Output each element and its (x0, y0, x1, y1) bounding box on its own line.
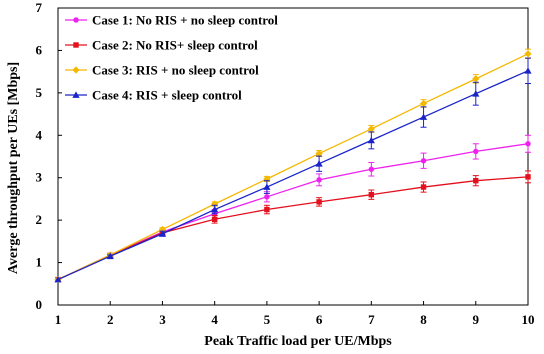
data-point (211, 216, 218, 222)
y-tick-label: 3 (36, 170, 43, 185)
data-point (473, 177, 479, 184)
data-point (263, 183, 271, 190)
data-point (473, 148, 479, 155)
data-point (419, 99, 428, 108)
data-point (73, 17, 79, 23)
series-layer (54, 48, 532, 284)
x-tick-label: 7 (368, 312, 375, 327)
y-tick-label: 5 (36, 85, 43, 100)
x-tick-label: 4 (211, 312, 218, 327)
data-point (367, 125, 375, 133)
series-line (57, 70, 529, 281)
data-point (420, 158, 427, 164)
data-point (525, 174, 531, 180)
data-point (315, 149, 323, 158)
data-point (368, 191, 375, 198)
data-point (263, 175, 271, 183)
legend-label: Case 1: No RIS + no sleep control (92, 13, 278, 28)
data-point (211, 200, 219, 208)
y-tick-label: 2 (36, 212, 43, 227)
data-point (419, 113, 428, 120)
data-point (264, 206, 270, 213)
data-point (54, 275, 62, 283)
data-point (420, 184, 427, 190)
data-point (316, 199, 322, 205)
x-tick-label: 6 (316, 312, 323, 327)
y-tick-label: 1 (36, 255, 43, 270)
data-point (368, 166, 375, 172)
data-point (472, 75, 480, 83)
data-point (525, 141, 531, 147)
series-1 (55, 134, 531, 283)
data-point (73, 42, 79, 48)
data-point (158, 230, 167, 237)
x-tick-label: 2 (107, 312, 114, 327)
x-axis-label: Peak Traffic load per UE/Mbps (204, 334, 392, 349)
legend-item-3: Case 3: RIS + no sleep control (65, 63, 259, 78)
data-point (472, 90, 480, 97)
legend-item-4: Case 4: RIS + sleep control (65, 88, 242, 103)
y-tick-label: 4 (36, 127, 43, 142)
legend-label: Case 2: No RIS+ sleep control (92, 38, 258, 53)
legend-label: Case 4: RIS + sleep control (92, 88, 242, 103)
series-4 (54, 57, 532, 283)
y-tick-label: 0 (36, 297, 43, 312)
x-tick-label: 8 (420, 312, 427, 327)
data-point (367, 136, 375, 144)
x-tick-label: 9 (473, 312, 480, 327)
series-line (57, 53, 529, 281)
plot-frame (57, 7, 529, 306)
legend: Case 1: No RIS + no sleep control Case 2:… (65, 13, 278, 103)
data-point (106, 252, 114, 260)
data-point (72, 66, 80, 74)
data-point (315, 160, 323, 167)
legend-item-2: Case 2: No RIS+ sleep control (65, 38, 258, 53)
y-tick-label: 6 (36, 42, 43, 57)
x-tick-label: 5 (264, 312, 271, 327)
data-point (72, 91, 80, 98)
series-line (57, 176, 529, 281)
x-tick-label: 3 (159, 312, 166, 327)
y-axis-label: Averge throughput per UEs [Mbps] (6, 62, 21, 274)
series-line (57, 143, 529, 281)
data-point (524, 67, 532, 74)
x-tick-label: 1 (55, 312, 62, 327)
x-tick-label: 10 (522, 312, 535, 327)
legend-item-1: Case 1: No RIS + no sleep control (65, 13, 278, 28)
data-point (264, 194, 270, 200)
legend-label: Case 3: RIS + no sleep control (92, 63, 259, 78)
data-point (211, 205, 219, 213)
data-point (316, 177, 322, 183)
y-tick-label: 7 (36, 0, 43, 15)
data-point (524, 50, 532, 58)
